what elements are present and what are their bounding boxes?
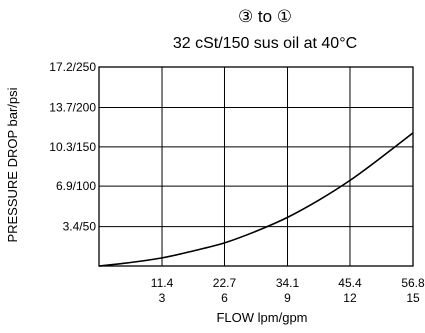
- x-tick-label-gpm: 15: [406, 291, 420, 305]
- x-tick-label-gpm: 3: [159, 291, 166, 305]
- x-tick-label-lpm: 22.7: [213, 276, 237, 290]
- tick-layer: 3.4/50 6.9/100 10.3/150 13.7/200 17.2/250 11.…: [49, 60, 425, 305]
- chart-title: ③ to ①: [238, 7, 292, 26]
- chart-subtitle: 32 cSt/150 sus oil at 40°C: [173, 35, 357, 52]
- y-tick-label: 6.9/100: [56, 179, 96, 193]
- x-tick-label-gpm: 6: [221, 291, 228, 305]
- y-axis-label: PRESSURE DROP bar/psi: [5, 87, 20, 242]
- x-tick-label-lpm: 11.4: [151, 276, 174, 290]
- x-tick-label-lpm: 56.8: [401, 276, 425, 290]
- plot-frame: [98, 66, 414, 267]
- grid-layer: [99, 67, 413, 266]
- series-line: [98, 132, 414, 267]
- y-tick-label: 13.7/200: [49, 100, 96, 114]
- x-tick-label-gpm: 12: [343, 291, 357, 305]
- x-tick-label-gpm: 9: [284, 291, 291, 305]
- y-tick-label: 10.3/150: [49, 140, 96, 154]
- y-tick-label: 17.2/250: [49, 60, 96, 74]
- x-tick-label-lpm: 45.4: [338, 276, 362, 290]
- x-axis-label: FLOW lpm/gpm: [216, 310, 307, 325]
- x-tick-label-lpm: 34.1: [276, 276, 300, 290]
- y-tick-label: 3.4/50: [63, 220, 97, 234]
